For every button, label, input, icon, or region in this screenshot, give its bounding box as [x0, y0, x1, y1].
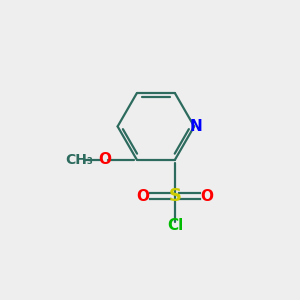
Text: O: O	[200, 189, 213, 204]
Text: O: O	[98, 152, 111, 167]
Text: N: N	[189, 119, 202, 134]
Text: CH₃: CH₃	[65, 153, 93, 166]
Text: S: S	[169, 188, 182, 206]
Text: O: O	[137, 189, 150, 204]
Text: Cl: Cl	[167, 218, 183, 233]
